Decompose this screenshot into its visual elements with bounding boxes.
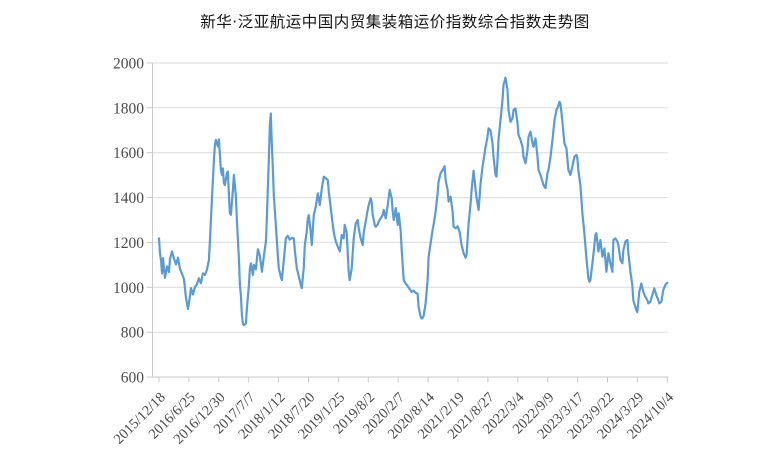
y-tick-label-1600: 1600 <box>113 145 144 162</box>
y-tick-label-1400: 1400 <box>113 190 144 207</box>
y-tick-label-2000: 2000 <box>113 56 144 73</box>
y-tick-label-800: 800 <box>121 325 145 342</box>
y-tick-label-1200: 1200 <box>113 235 144 252</box>
y-tick-label-1800: 1800 <box>113 100 144 117</box>
chart-title: 新华·泛亚航运中国内贸集装箱运价指数综合指数走势图 <box>200 13 590 31</box>
y-tick-label-1000: 1000 <box>113 280 144 297</box>
index-line <box>157 76 669 327</box>
y-tick-label-600: 600 <box>121 370 145 387</box>
